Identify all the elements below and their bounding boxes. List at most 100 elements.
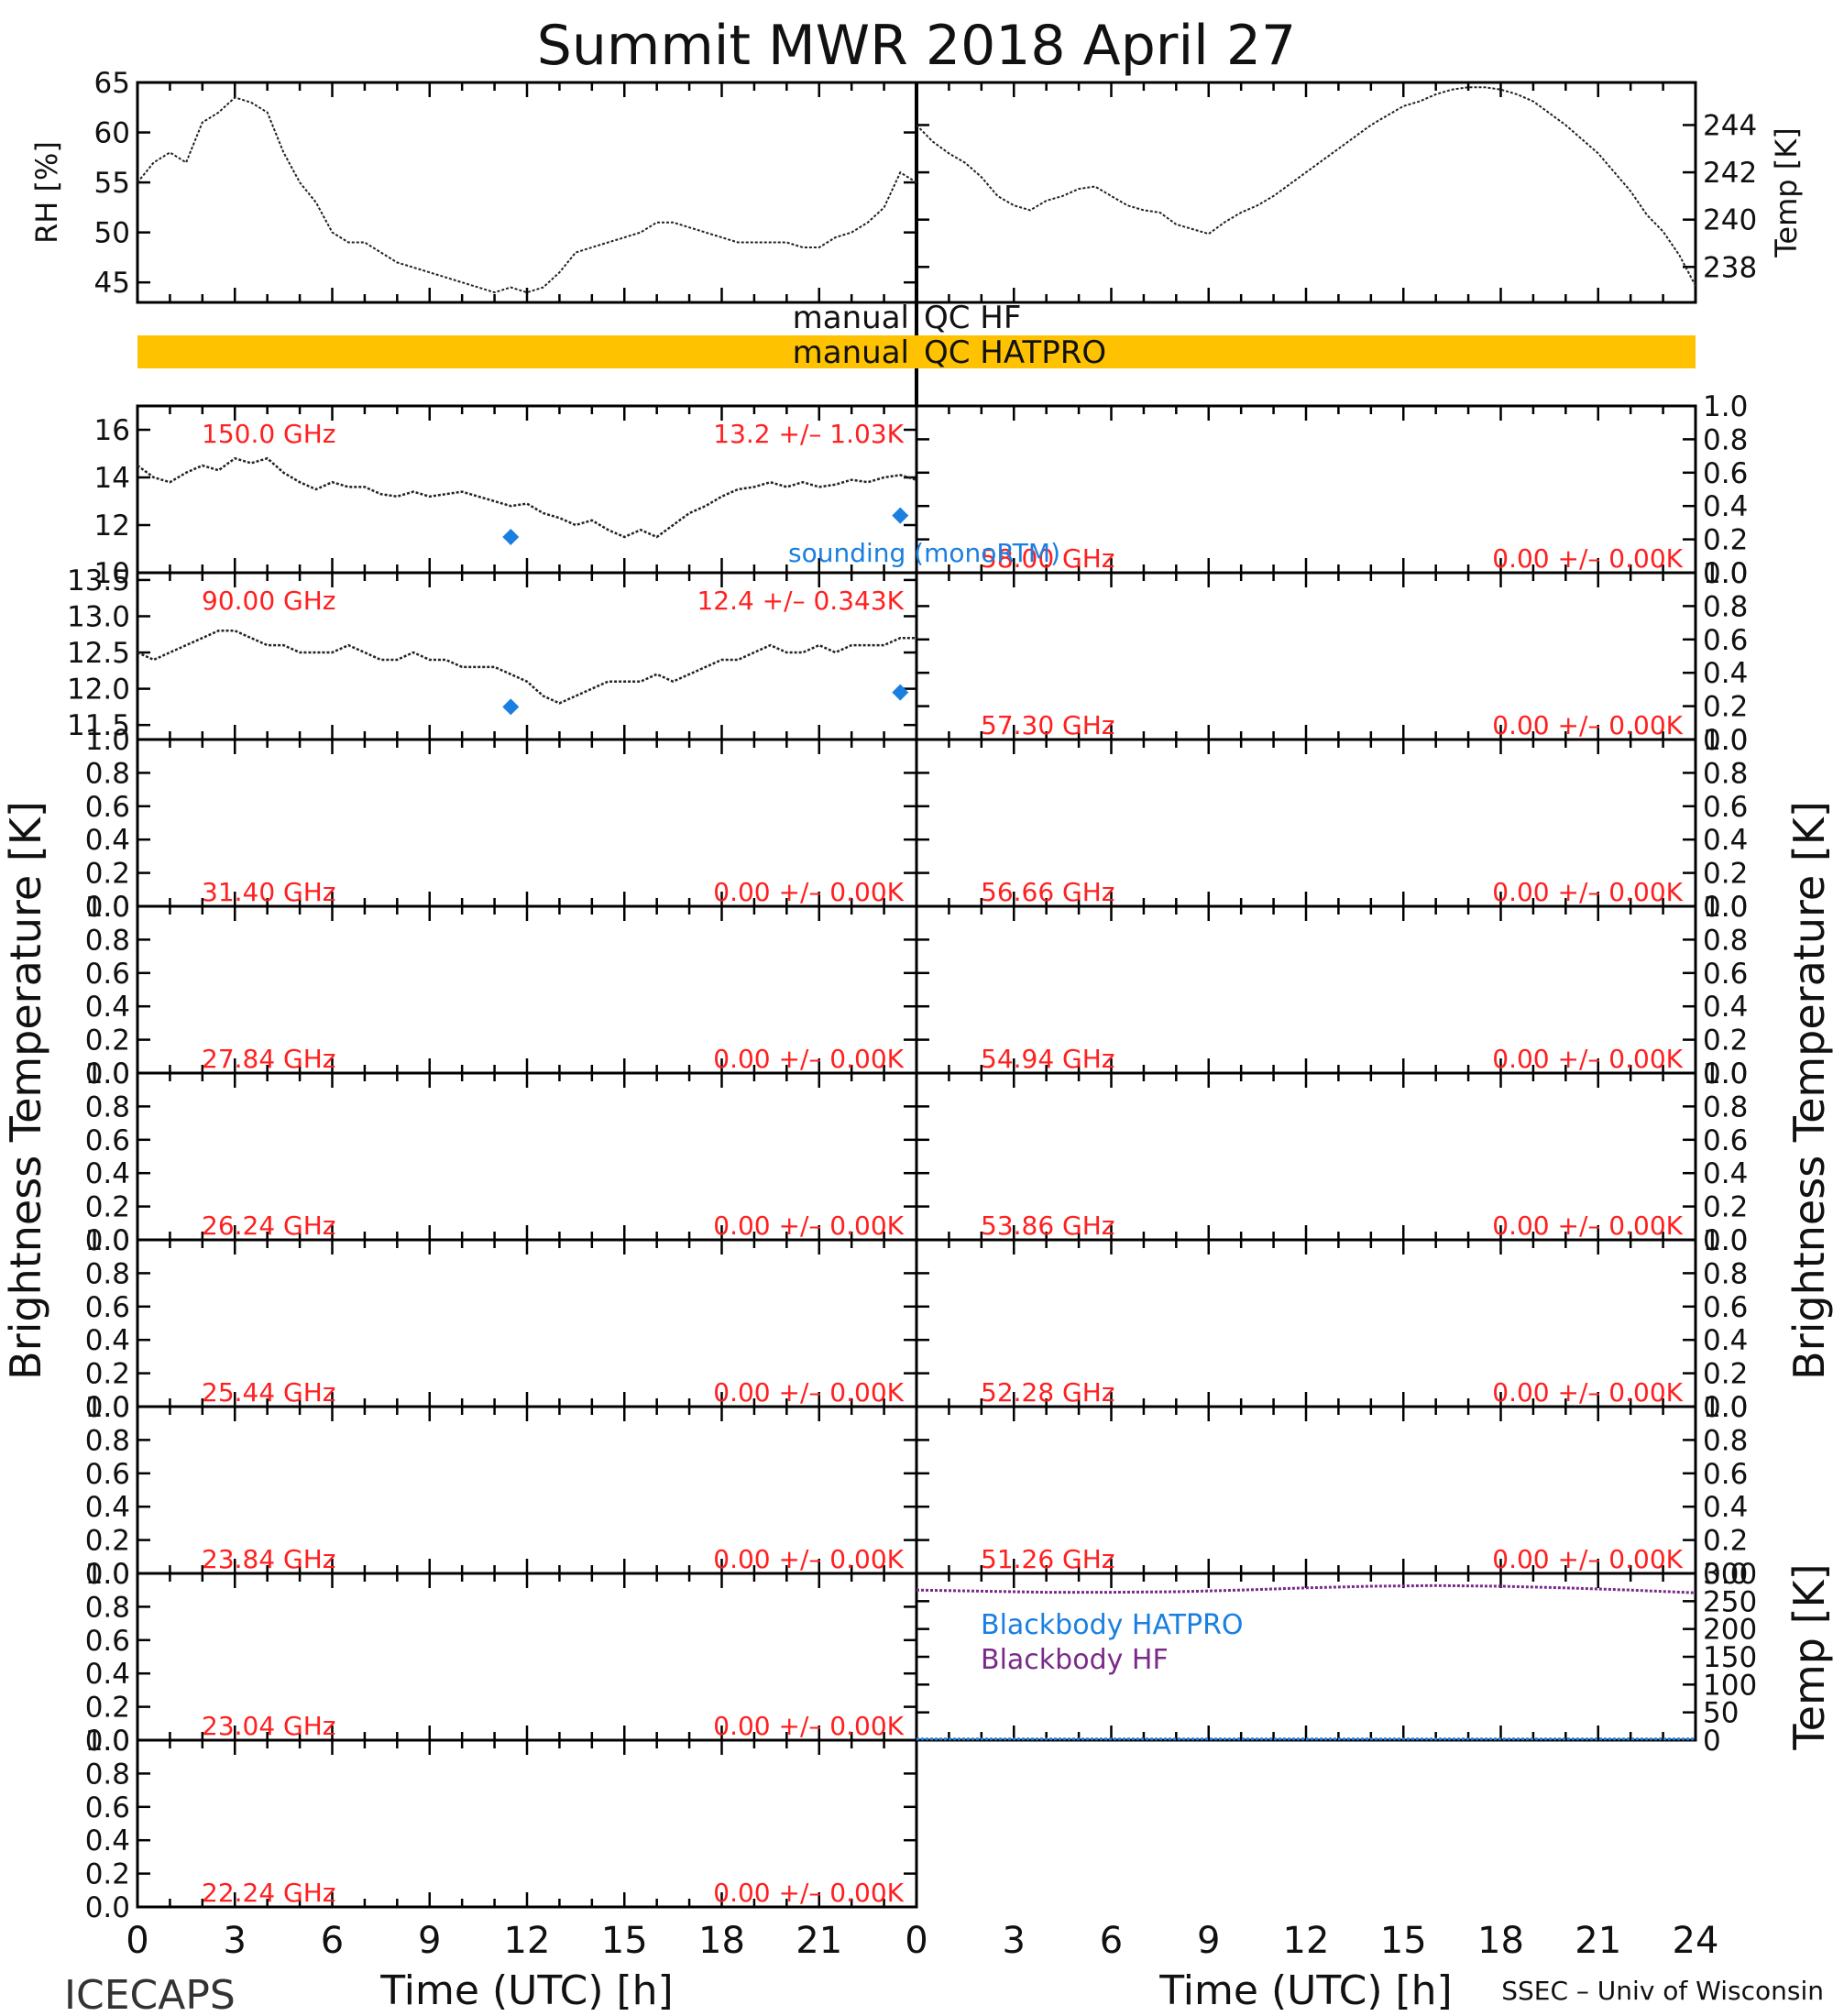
x-tick-label: 3 [1003,1920,1026,1962]
y-tick-label: 0.4 [85,824,130,857]
y-tick-label: 0 [1703,1725,1721,1758]
channel-freq-label: 27.84 GHz [202,1044,336,1074]
y-tick-label: 0.8 [1703,1257,1748,1290]
y-tick-label: 0.0 [85,1057,130,1090]
y-tick-label: 0.0 [1703,891,1748,924]
y-tick-label: 1.0 [1703,1057,1748,1090]
channel-stats-label: 0.00 +/– 0.00K [1492,543,1683,574]
y-tick-label: 0.8 [85,1424,130,1457]
y-tick-label: 50 [94,217,130,250]
channel-stats-label: 0.00 +/– 0.00K [1492,1377,1683,1408]
qc-hatpro-right-label: QC HATPRO [924,334,1106,371]
sounding-marker [892,684,909,701]
channel-freq-label: 23.84 GHz [202,1544,336,1574]
y-tick-label: 1.0 [1703,891,1748,924]
channel-freq-label: 52.28 GHz [981,1377,1115,1408]
x-tick-label: 12 [1283,1920,1330,1962]
tb-right-axis-title: Brightness Temperature [K] [1784,801,1833,1380]
channel-freq-label: 90.00 GHz [202,586,336,616]
channel-freq-label: 150.0 GHz [202,419,336,449]
y-tick-label: 0.8 [1703,423,1748,456]
x-tick-label: 24 [1673,1920,1719,1962]
y-tick-label: 12.0 [67,674,130,707]
y-tick-label: 0.4 [1703,824,1748,857]
x-tick-label: 21 [796,1920,842,1962]
y-tick-label: 1.0 [85,724,130,757]
y-tick-label: 12.5 [67,637,130,670]
y-tick-label: 250 [1703,1585,1757,1618]
y-tick-label: 0.2 [85,1858,130,1891]
y-tick-label: 0.4 [1703,490,1748,523]
x-tick-label: 9 [1197,1920,1220,1962]
temp-axis-title: Temp [K] [1769,127,1804,257]
legend-blackbody-hatpro: Blackbody HATPRO [981,1609,1244,1641]
sounding-marker [502,698,520,716]
y-tick-label: 0.6 [85,1291,130,1324]
y-tick-label: 100 [1703,1669,1757,1702]
channel-stats-label: 0.00 +/– 0.00K [1492,877,1683,907]
y-tick-label: 0.8 [85,1591,130,1624]
y-tick-label: 300 [1703,1558,1757,1591]
y-tick-label: 0.0 [1703,557,1748,590]
y-tick-label: 0.2 [1703,1525,1748,1558]
y-tick-label: 0.6 [85,1625,130,1658]
channel-freq-label: 22.24 GHz [202,1878,336,1908]
x-tick-label: 6 [321,1920,344,1962]
x-tick-label: 21 [1575,1920,1621,1962]
y-tick-label: 1.0 [1703,557,1748,590]
y-tick-label: 150 [1703,1641,1757,1674]
y-tick-label: 0.2 [85,858,130,891]
y-tick-label: 0.2 [85,1024,130,1057]
qc-hatpro-left-label: manual [793,334,909,371]
y-tick-label: 0.4 [1703,991,1748,1024]
y-tick-label: 0.6 [1703,624,1748,657]
y-tick-label: 0.2 [1703,1191,1748,1224]
y-tick-label: 0.4 [1703,1324,1748,1357]
x-tick-label: 9 [418,1920,441,1962]
y-tick-label: 1.0 [85,891,130,924]
y-tick-label: 244 [1703,109,1757,142]
channel-stats-label: 0.00 +/– 0.00K [1492,710,1683,740]
channel-freq-label: 53.86 GHz [981,1211,1115,1241]
channel-trace-ch-150 [137,456,917,539]
y-tick-label: 0.8 [85,1257,130,1290]
y-tick-label: 65 [94,67,130,100]
footer-institution: SSEC – Univ of Wisconsin [1501,1976,1824,2006]
y-tick-label: 14 [94,462,130,495]
y-tick-label: 0.6 [1703,1124,1748,1157]
y-tick-label: 0.4 [85,1157,130,1190]
y-tick-label: 1.0 [85,1558,130,1591]
y-tick-label: 0.0 [85,1558,130,1591]
channel-stats-label: 0.00 +/– 0.00K [1492,1044,1683,1074]
channel-stats-label: 0.00 +/– 0.00K [713,1377,904,1408]
y-tick-label: 0.4 [85,1658,130,1691]
y-tick-label: 13.0 [67,600,130,633]
y-tick-label: 0.0 [85,1224,130,1257]
channel-freq-label: 58.00 GHz [981,543,1115,574]
y-tick-label: 1.0 [85,1725,130,1758]
y-tick-label: 0.4 [85,1491,130,1524]
y-tick-label: 16 [94,414,130,447]
x-tick-label: 3 [224,1920,247,1962]
x-tick-label: 0 [905,1920,927,1962]
x-tick-label: 15 [601,1920,648,1962]
y-tick-label: 0.6 [85,958,130,991]
y-tick-label: 0.2 [85,1358,130,1391]
y-tick-label: 0.2 [1703,524,1748,557]
y-tick-label: 55 [94,167,130,200]
y-tick-label: 11.5 [67,709,130,742]
channel-stats-label: 0.00 +/– 0.00K [713,1544,904,1574]
temp-trace [916,86,1696,287]
channel-stats-label: 12.4 +/– 0.343K [697,586,904,616]
y-tick-label: 0.8 [1703,757,1748,790]
y-tick-label: 1.0 [85,1391,130,1424]
x-tick-label: 18 [1477,1920,1524,1962]
blackbody-axis-title: Temp [K] [1784,1563,1833,1750]
y-tick-label: 0.2 [85,1692,130,1725]
x-tick-label: 12 [504,1920,551,1962]
y-tick-label: 0.4 [1703,1491,1748,1524]
y-tick-label: 1.0 [1703,1391,1748,1424]
qc-hf-right-label: QC HF [924,300,1021,336]
